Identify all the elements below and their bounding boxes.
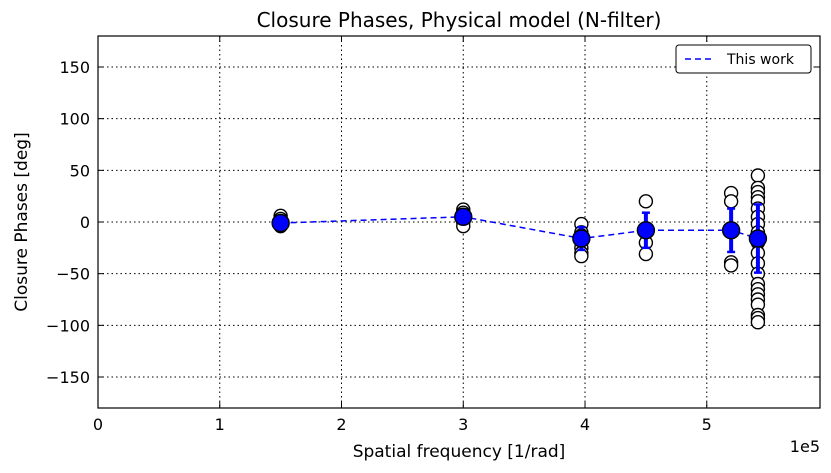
observed-point: [750, 315, 766, 330]
model-point: [636, 221, 656, 240]
observed-point: [723, 194, 739, 209]
y-tick-label: 150: [59, 58, 90, 77]
y-tick-label: −150: [46, 368, 90, 387]
plot-frame: [97, 35, 821, 409]
x-tick-label: 4: [580, 415, 590, 434]
x-tick-label: 3: [458, 415, 468, 434]
model-point: [748, 229, 768, 248]
model-point: [271, 213, 290, 233]
legend-box: [675, 44, 812, 74]
x-tick-label: 2: [336, 415, 346, 434]
chart-title: Closure Phases, Physical model (N-filter…: [257, 8, 662, 32]
y-tick-label: 100: [59, 110, 90, 129]
observed-point: [723, 258, 739, 273]
x-tick-label: 5: [702, 415, 712, 434]
legend-label-this-work: This work: [726, 52, 795, 68]
y-axis-label: Closure Phases [deg]: [12, 132, 32, 311]
model-point: [454, 207, 473, 227]
observed-point: [638, 246, 654, 262]
x-axis-offset-label: 1e5: [790, 437, 820, 456]
y-tick-label: −100: [46, 316, 90, 335]
y-tick-label: −50: [56, 265, 90, 284]
y-tick-label: 50: [70, 161, 90, 180]
ticks-layer: 0 1 2 3 4 5 −150 −100 −50 0 50 100 150: [46, 36, 820, 434]
x-tick-label: 1: [215, 415, 225, 434]
model-point: [721, 221, 741, 240]
model-line: [280, 216, 759, 240]
legend: This work: [675, 44, 812, 74]
x-tick-label: 0: [93, 415, 103, 434]
data-layer: [271, 168, 768, 330]
model-point: [572, 229, 591, 248]
observed-point: [638, 194, 654, 209]
observed-point: [574, 248, 589, 264]
y-tick-label: 0: [80, 213, 90, 232]
x-axis-label: Spatial frequency [1/rad]: [353, 442, 566, 462]
observed-point: [750, 168, 766, 183]
